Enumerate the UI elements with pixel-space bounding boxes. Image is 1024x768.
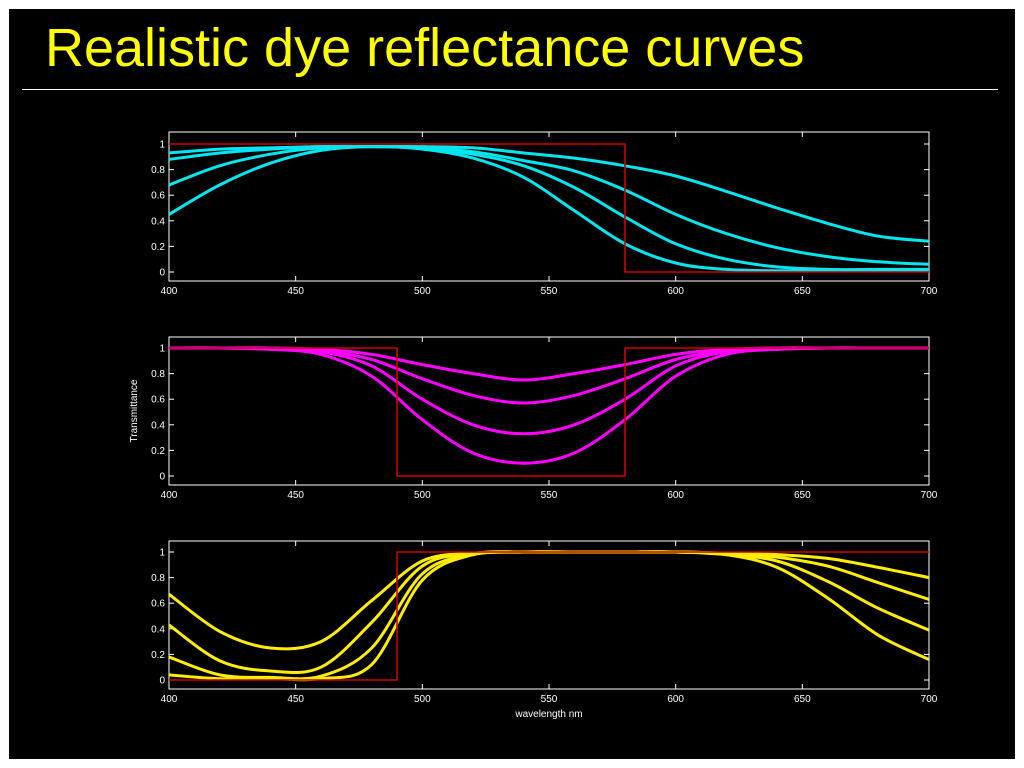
x-tick-label: 650 (794, 490, 811, 501)
y-tick-label: 0.4 (151, 624, 165, 635)
y-tick-label: 0.4 (151, 216, 165, 227)
y-tick-label: 0.8 (151, 369, 165, 380)
slide: Realistic dye reflectance curves 400 450 5… (9, 9, 1015, 759)
chart-panel-bottom: 400 450 500 550 600 650 700 0 0.2 0.4 0.6 0.8 1 wavel… (151, 540, 938, 720)
x-tick-label: 700 (921, 490, 938, 501)
dye-curve-bottom-3 (169, 550, 929, 682)
x-tick-label: 500 (414, 490, 431, 501)
x-tick-label: 400 (161, 286, 178, 297)
x-tick-label: 600 (667, 694, 684, 705)
x-tick-label: 400 (161, 694, 178, 705)
x-tick-label: 600 (667, 286, 684, 297)
x-tick-label: 550 (541, 286, 558, 297)
dye-curve-bottom-0 (169, 550, 929, 651)
y-tick-label: 0.2 (151, 650, 165, 661)
dye-curve-middle-2 (169, 346, 929, 436)
x-tick-label: 700 (921, 694, 938, 705)
ideal-filter-line-top-4 (169, 143, 929, 273)
y-tick-label: 0.4 (151, 420, 165, 431)
y-tick-label: 0 (159, 472, 165, 483)
dye-curve-top-3 (169, 145, 929, 273)
y-tick-label: 0 (159, 676, 165, 687)
x-tick-label: 650 (794, 286, 811, 297)
x-tick-label: 700 (921, 286, 938, 297)
slide-title: Realistic dye reflectance curves (45, 18, 805, 78)
x-tick-label: 550 (541, 490, 558, 501)
y-tick-label: 0.2 (151, 446, 165, 457)
dye-curve-middle-0 (169, 346, 929, 382)
x-tick-label: 450 (287, 490, 304, 501)
dye-curve-top-1 (169, 144, 929, 266)
ideal-filter-line-middle-4 (169, 347, 929, 477)
y-tick-label: 0.6 (151, 599, 165, 610)
y-tick-label: 0 (159, 268, 165, 279)
y-tick-label: 0.8 (151, 165, 165, 176)
y-tick-label: 1 (159, 548, 165, 559)
dye-curve-middle-3 (169, 346, 929, 465)
chart-panel-middle: 400 450 500 550 600 650 700 0 0.2 0.4 0.6 0.8 1 Trans… (129, 336, 938, 501)
title-divider (22, 89, 998, 90)
x-tick-label: 650 (794, 694, 811, 705)
figure: 400 450 500 550 600 650 700 0 0.2 0.4 0.6 0.8 1 400 45… (129, 131, 938, 720)
dye-curve-top-2 (169, 145, 929, 272)
y-tick-label: 1 (159, 344, 165, 355)
y-axis-label: Transmittance (129, 379, 140, 442)
dye-curve-bottom-2 (169, 550, 929, 681)
dye-curve-bottom-1 (169, 550, 929, 675)
x-tick-label: 450 (287, 286, 304, 297)
ideal-filter-line-bottom-4 (169, 551, 929, 681)
y-tick-label: 0.8 (151, 573, 165, 584)
y-tick-label: 1 (159, 140, 165, 151)
dye-curve-middle-1 (169, 346, 929, 405)
x-axis-label: wavelength nm (514, 709, 582, 720)
y-tick-label: 0.2 (151, 242, 165, 253)
y-tick-label: 0.6 (151, 191, 165, 202)
axes-frame (168, 336, 930, 486)
chart-panel-top: 400 450 500 550 600 650 700 0 0.2 0.4 0.6 0.8 1 (151, 131, 938, 297)
x-tick-label: 550 (541, 694, 558, 705)
x-tick-label: 500 (414, 286, 431, 297)
x-tick-label: 500 (414, 694, 431, 705)
x-tick-label: 450 (287, 694, 304, 705)
x-tick-label: 400 (161, 490, 178, 501)
y-tick-label: 0.6 (151, 395, 165, 406)
x-tick-label: 600 (667, 490, 684, 501)
